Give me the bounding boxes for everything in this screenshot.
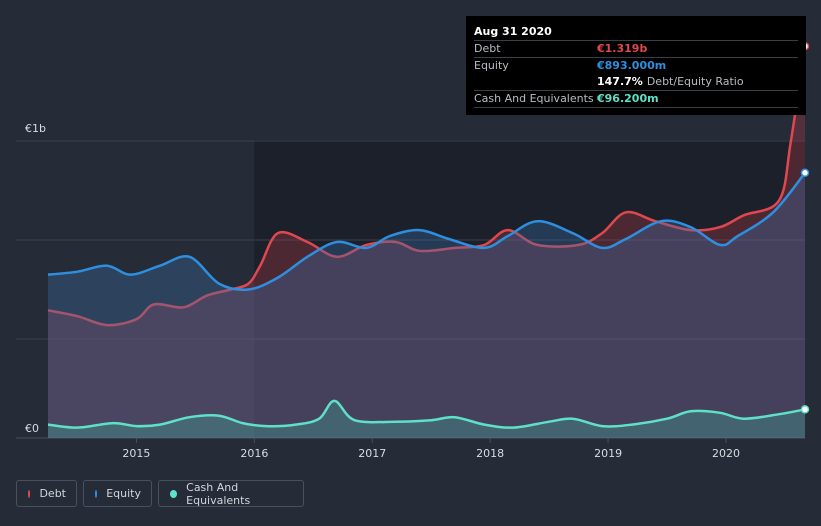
equity-end-point xyxy=(800,168,810,178)
legend-debt-label: Debt xyxy=(39,487,66,500)
tooltip-debt-label: Debt xyxy=(474,42,501,55)
tooltip-ratio-value: 147.7% xyxy=(597,75,643,88)
tooltip-ratio-row: 147.7% Debt/Equity Ratio xyxy=(474,74,798,91)
cash-line xyxy=(47,399,806,429)
y-tick-label-0: €0 xyxy=(25,422,39,435)
highlight-region xyxy=(254,140,805,438)
y-tick-label-1: €1b xyxy=(25,122,46,135)
tooltip-panel: Aug 31 2020 Debt €1.319b Equity €893.000… xyxy=(466,16,806,115)
legend-cash[interactable]: Cash And Equivalents xyxy=(158,480,304,507)
debt-area xyxy=(48,46,805,439)
tooltip-equity-value: €893.000m xyxy=(597,59,667,72)
cash-area xyxy=(48,400,805,438)
tooltip-equity-label: Equity xyxy=(474,59,509,72)
legend-equity[interactable]: Equity xyxy=(83,480,152,507)
tooltip-debt-value: €1.319b xyxy=(597,42,648,55)
debt-dot-icon xyxy=(28,489,31,498)
tooltip-cash-row: Cash And Equivalents €96.200m xyxy=(474,91,798,108)
tooltip-ratio-label: Debt/Equity Ratio xyxy=(646,75,744,88)
x-tick-label-1: 2016 xyxy=(240,447,268,460)
debt-line xyxy=(47,46,807,327)
legend-equity-label: Equity xyxy=(106,487,141,500)
cash-dot-icon xyxy=(170,489,178,498)
legend-cash-label: Cash And Equivalents xyxy=(186,480,251,507)
legend-debt[interactable]: Debt xyxy=(16,480,77,507)
cash-end-point xyxy=(800,405,810,414)
tooltip-cash-label: Cash And Equivalents xyxy=(474,92,594,105)
tooltip-debt-row: Debt €1.319b xyxy=(474,41,798,58)
x-tick-label-4: 2019 xyxy=(594,447,622,460)
x-tick-label-5: 2020 xyxy=(712,447,740,460)
x-tick-label-2: 2017 xyxy=(358,447,386,460)
x-tick-label-3: 2018 xyxy=(476,447,504,460)
tooltip-cash-value: €96.200m xyxy=(597,92,659,105)
tooltip-equity-row: Equity €893.000m xyxy=(474,58,798,74)
equity-line xyxy=(47,172,806,292)
x-tick-label-0: 2015 xyxy=(122,447,150,460)
equity-area xyxy=(48,172,805,439)
tooltip-date: Aug 31 2020 xyxy=(474,23,798,41)
equity-dot-icon xyxy=(95,489,98,498)
